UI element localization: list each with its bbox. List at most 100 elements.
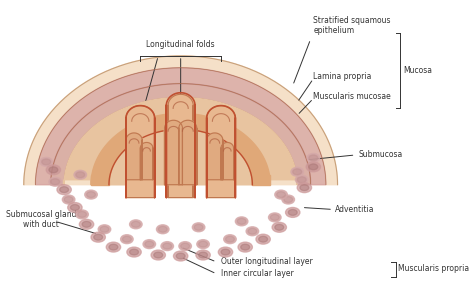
Ellipse shape: [282, 195, 294, 204]
Ellipse shape: [181, 243, 190, 249]
Ellipse shape: [306, 162, 320, 172]
Ellipse shape: [199, 241, 208, 247]
Ellipse shape: [173, 251, 188, 261]
Ellipse shape: [85, 190, 97, 199]
Ellipse shape: [309, 164, 318, 170]
Text: Lamina propria: Lamina propria: [313, 72, 372, 81]
Ellipse shape: [109, 244, 118, 250]
Polygon shape: [24, 56, 337, 185]
Polygon shape: [164, 120, 182, 185]
Ellipse shape: [293, 169, 301, 175]
Ellipse shape: [285, 207, 300, 217]
Text: Inner circular layer: Inner circular layer: [221, 269, 294, 278]
Ellipse shape: [71, 204, 79, 210]
Ellipse shape: [60, 187, 69, 193]
Ellipse shape: [297, 177, 306, 183]
Ellipse shape: [194, 224, 203, 230]
Ellipse shape: [248, 228, 257, 234]
Ellipse shape: [143, 240, 155, 249]
Ellipse shape: [221, 249, 230, 255]
Text: Submucosa: Submucosa: [358, 150, 402, 160]
Ellipse shape: [256, 234, 270, 244]
Ellipse shape: [79, 219, 94, 229]
Ellipse shape: [129, 249, 138, 255]
Ellipse shape: [156, 225, 169, 234]
Ellipse shape: [246, 227, 259, 236]
Ellipse shape: [131, 221, 140, 227]
Ellipse shape: [226, 236, 235, 242]
Ellipse shape: [300, 185, 309, 191]
Ellipse shape: [272, 222, 286, 232]
Ellipse shape: [145, 241, 154, 247]
Polygon shape: [64, 98, 297, 185]
Ellipse shape: [127, 247, 141, 257]
Ellipse shape: [219, 247, 233, 257]
Ellipse shape: [237, 218, 246, 224]
Ellipse shape: [46, 165, 61, 175]
Ellipse shape: [122, 236, 131, 242]
Ellipse shape: [259, 236, 268, 242]
Ellipse shape: [76, 172, 85, 178]
Polygon shape: [51, 84, 310, 185]
Ellipse shape: [68, 203, 82, 213]
Polygon shape: [36, 68, 326, 185]
Ellipse shape: [120, 235, 133, 244]
Text: Adventitia: Adventitia: [335, 205, 374, 214]
Ellipse shape: [275, 224, 284, 230]
Ellipse shape: [57, 185, 71, 194]
Text: Muscularis mucosae: Muscularis mucosae: [313, 92, 391, 101]
Text: Submucosal gland
with duct: Submucosal gland with duct: [6, 210, 76, 229]
Ellipse shape: [197, 240, 210, 249]
Ellipse shape: [63, 195, 75, 204]
Ellipse shape: [151, 250, 165, 260]
Polygon shape: [126, 133, 142, 180]
Ellipse shape: [91, 232, 105, 242]
Ellipse shape: [154, 252, 163, 258]
Ellipse shape: [129, 220, 142, 229]
Ellipse shape: [291, 167, 303, 176]
Ellipse shape: [275, 190, 287, 199]
Ellipse shape: [158, 226, 167, 232]
Ellipse shape: [196, 250, 210, 260]
Polygon shape: [179, 120, 197, 185]
Ellipse shape: [94, 234, 103, 240]
Text: Stratified squamous
epithelium: Stratified squamous epithelium: [313, 16, 391, 35]
Polygon shape: [192, 114, 270, 185]
Polygon shape: [207, 106, 236, 197]
Ellipse shape: [277, 192, 285, 197]
Text: Outer longitudinal layer: Outer longitudinal layer: [221, 257, 313, 266]
Ellipse shape: [268, 213, 281, 222]
Ellipse shape: [49, 177, 62, 186]
Ellipse shape: [64, 197, 73, 203]
Ellipse shape: [307, 154, 319, 162]
Ellipse shape: [224, 235, 236, 244]
Ellipse shape: [42, 159, 51, 165]
Polygon shape: [91, 175, 109, 185]
Ellipse shape: [199, 252, 208, 258]
Ellipse shape: [40, 157, 53, 166]
Ellipse shape: [161, 242, 173, 250]
Ellipse shape: [270, 214, 279, 220]
Ellipse shape: [297, 183, 311, 193]
Ellipse shape: [238, 242, 252, 252]
Polygon shape: [252, 175, 270, 185]
Ellipse shape: [49, 167, 58, 173]
Ellipse shape: [236, 217, 248, 226]
Ellipse shape: [82, 221, 91, 227]
Ellipse shape: [78, 211, 87, 217]
Polygon shape: [91, 115, 270, 185]
Ellipse shape: [51, 179, 60, 185]
Ellipse shape: [284, 197, 293, 203]
Ellipse shape: [288, 209, 297, 216]
Ellipse shape: [295, 175, 308, 184]
Ellipse shape: [100, 226, 109, 232]
Ellipse shape: [192, 223, 205, 232]
Ellipse shape: [179, 242, 191, 250]
Ellipse shape: [106, 242, 120, 252]
Polygon shape: [91, 114, 169, 185]
Text: Longitudinal folds: Longitudinal folds: [146, 40, 215, 49]
Ellipse shape: [98, 225, 111, 234]
Ellipse shape: [163, 243, 172, 249]
Polygon shape: [168, 94, 193, 197]
Ellipse shape: [76, 210, 88, 219]
